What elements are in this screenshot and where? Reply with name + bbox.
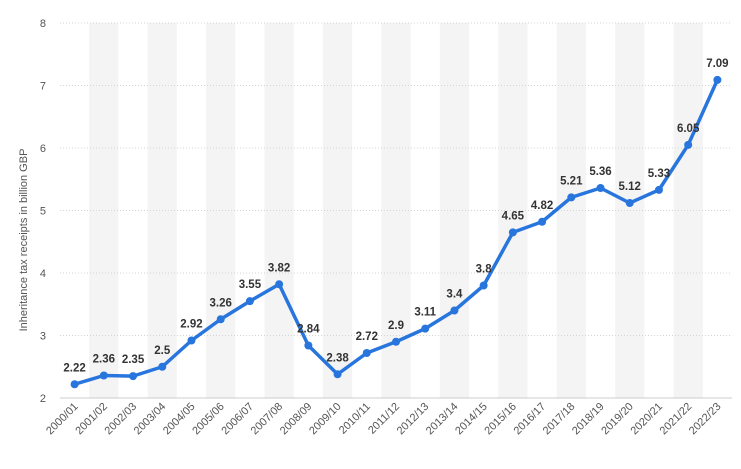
x-tick-label: 2022/23 [687, 401, 724, 438]
y-axis-label: Inheritance tax receipts in billion GBP [18, 149, 30, 332]
data-label-2013/14: 3.4 [446, 289, 463, 301]
data-label-2010/11: 2.72 [356, 331, 378, 343]
y-axis-ticks: 2 3 4 5 6 7 8 [40, 18, 46, 405]
data-point-2017/18[interactable] [567, 193, 576, 202]
data-point-2020/21[interactable] [654, 185, 663, 194]
data-label-2005/06: 3.26 [210, 297, 232, 309]
data-label-2016/17: 4.82 [531, 200, 553, 212]
data-point-2019/20[interactable] [625, 199, 634, 207]
data-label-2006/07: 3.55 [239, 279, 262, 291]
y-tick-label: 3 [40, 331, 46, 343]
data-point-2014/15[interactable] [479, 281, 488, 290]
data-point-2021/22[interactable] [684, 140, 693, 149]
y-tick-label: 4 [40, 268, 46, 280]
data-label-2014/15: 3.8 [476, 264, 493, 276]
data-label-2022/23: 7.09 [706, 58, 728, 70]
data-label-2017/18: 5.21 [560, 175, 583, 187]
data-label-2009/10: 2.38 [326, 352, 349, 364]
data-point-2016/17[interactable] [538, 217, 547, 226]
data-label-2019/20: 5.12 [619, 181, 641, 193]
y-tick-label: 7 [40, 81, 46, 93]
data-point-2002/03[interactable] [129, 372, 138, 381]
data-point-2022/23[interactable] [713, 75, 722, 84]
data-label-2002/03: 2.35 [122, 354, 145, 366]
y-tick-label: 6 [40, 143, 46, 155]
data-label-2020/21: 5.33 [648, 168, 670, 180]
data-point-2009/10[interactable] [333, 370, 342, 379]
band-2001/02 [89, 23, 119, 398]
data-point-2011/12[interactable] [392, 337, 400, 346]
data-point-2013/14[interactable] [450, 306, 459, 315]
data-label-2003/04: 2.5 [154, 345, 171, 357]
data-label-2000/01: 2.22 [63, 362, 85, 374]
y-tick-label: 8 [40, 18, 46, 30]
data-point-2001/02[interactable] [99, 371, 108, 380]
data-point-2010/11[interactable] [362, 349, 371, 357]
x-axis-ticks: 2000/012001/022002/032003/042004/052005/… [44, 401, 723, 438]
data-point-2015/16[interactable] [508, 228, 517, 237]
data-label-2001/02: 2.36 [93, 354, 115, 366]
data-point-2000/01[interactable] [70, 380, 79, 389]
data-label-2018/19: 5.36 [589, 166, 611, 178]
data-point-2008/09[interactable] [304, 341, 313, 350]
data-point-2018/19[interactable] [596, 184, 605, 192]
y-tick-label: 2 [40, 393, 46, 405]
data-point-2004/05[interactable] [187, 336, 196, 345]
data-point-2003/04[interactable] [158, 362, 167, 371]
data-label-2007/08: 3.82 [268, 262, 290, 274]
data-point-2006/07[interactable] [245, 297, 254, 306]
data-point-2005/06[interactable] [216, 315, 225, 324]
data-point-2007/08[interactable] [275, 280, 284, 289]
y-tick-label: 5 [40, 206, 46, 218]
band-2021/22 [673, 23, 703, 398]
data-label-2021/22: 6.05 [677, 123, 700, 135]
data-point-2012/13[interactable] [421, 324, 430, 333]
data-label-2015/16: 4.65 [502, 210, 525, 222]
data-label-2004/05: 2.92 [180, 319, 202, 331]
gridlines [60, 22, 732, 399]
data-label-2011/12: 2.9 [388, 320, 404, 332]
data-label-2012/13: 3.11 [414, 307, 436, 319]
x-tick-label: 2010/11 [337, 401, 373, 437]
data-points [70, 75, 722, 389]
data-label-2008/09: 2.84 [297, 324, 320, 336]
x-tick-label: 2009/10 [307, 401, 344, 438]
data-labels: 2.22 2.36 2.35 2.5 2.92 3.26 3.55 3.82 2.84 2.38 2… [63, 58, 728, 374]
